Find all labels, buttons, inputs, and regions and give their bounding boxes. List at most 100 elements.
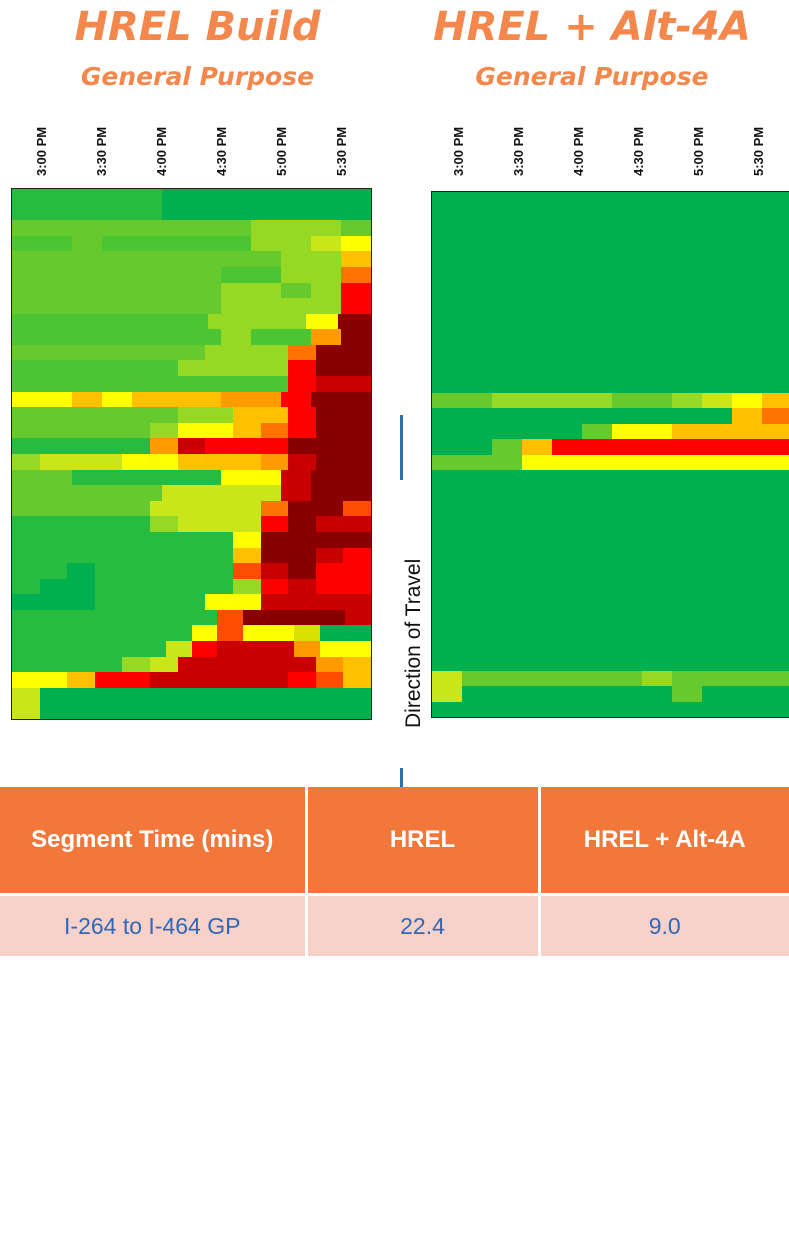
heatmap-cell: [432, 377, 463, 394]
heatmap-cell: [762, 392, 789, 409]
heatmap-cell: [702, 562, 733, 579]
heatmap-cell: [177, 703, 206, 719]
heatmap-cell: [702, 238, 733, 255]
heatmap-cell: [492, 392, 523, 409]
heatmap-cell: [343, 578, 371, 595]
heatmap-cell: [732, 578, 763, 595]
heatmap-cell: [492, 454, 523, 471]
heatmap-cell: [41, 485, 73, 502]
heatmap-cell: [462, 408, 493, 425]
heatmap-cell: [150, 594, 179, 611]
heatmap-cell: [232, 578, 262, 595]
heatmap-cell: [522, 454, 553, 471]
heatmap-cell: [191, 641, 218, 658]
heatmap-cell: [702, 300, 733, 317]
heatmap-hrel-alt4a: [431, 191, 789, 718]
heatmap-cell: [161, 251, 193, 268]
heatmap-cell: [552, 485, 583, 502]
heatmap-cell: [582, 547, 613, 564]
heatmap-cell: [462, 454, 493, 471]
heatmap-cell: [94, 376, 124, 393]
heatmap-cell: [338, 313, 371, 330]
x-tick-label: 5:00 PM: [274, 126, 289, 176]
heatmap-cell: [41, 266, 73, 284]
heatmap-cell: [177, 531, 206, 549]
heatmap-cell: [702, 516, 733, 533]
heatmap-cell: [492, 485, 523, 502]
heatmap-cell: [462, 562, 493, 579]
heatmap-cell: [41, 298, 73, 315]
heatmap-cell: [177, 547, 206, 564]
heatmap-cell: [492, 300, 523, 317]
heatmap-cell: [288, 594, 317, 611]
heatmap-cell: [131, 204, 163, 221]
heatmap-cell: [642, 315, 673, 332]
heatmap-cell: [432, 361, 463, 378]
heatmap-cell: [762, 315, 789, 332]
heatmap-cell: [432, 469, 463, 486]
heatmap-cell: [702, 469, 733, 486]
heatmap-cell: [150, 516, 179, 533]
heatmap-cell: [67, 422, 96, 439]
heatmap-cell: [462, 222, 493, 239]
heatmap-cell: [288, 438, 317, 455]
heatmap-cell: [205, 516, 234, 533]
heatmap-cell: [12, 422, 41, 439]
heatmap-cell: [205, 500, 234, 517]
heatmap-cell: [642, 469, 673, 486]
heatmap-cell: [260, 578, 289, 595]
heatmap-cell: [94, 422, 124, 439]
heatmap-cell: [552, 207, 583, 224]
heatmap-cell: [63, 641, 90, 658]
heatmap-cell: [150, 407, 179, 424]
heatmap-cell: [432, 315, 463, 332]
x-tick-label: 4:30 PM: [214, 126, 229, 176]
heatmap-cell: [191, 204, 223, 221]
heatmap-cell: [67, 656, 96, 673]
table-header-row: Segment Time (mins) HREL HREL + Alt-4A: [0, 787, 789, 895]
heatmap-cell: [762, 207, 789, 224]
heatmap-cell: [232, 344, 262, 362]
heatmap-cell: [251, 485, 282, 502]
heatmap-cell: [343, 563, 371, 580]
heatmap-cell: [67, 563, 96, 580]
heatmap-cell: [67, 672, 96, 689]
heatmap-cell: [288, 376, 317, 393]
heatmap-cell: [221, 204, 252, 221]
heatmap-cell: [315, 422, 344, 439]
heatmap-cell: [221, 469, 252, 486]
heatmap-cell: [260, 672, 289, 689]
heatmap-cell: [522, 315, 553, 332]
heatmap-cell: [150, 422, 179, 439]
heatmap-cell: [177, 454, 206, 471]
heatmap-cell: [702, 701, 733, 717]
heatmap-cell: [732, 469, 763, 486]
heatmap-cell: [177, 360, 206, 377]
heatmap-cell: [221, 235, 252, 252]
heatmap-cell: [462, 593, 493, 610]
heatmap-cell: [67, 516, 96, 533]
heatmap-cell: [732, 269, 763, 286]
heatmap-cell: [732, 284, 763, 301]
heatmap-cell: [642, 253, 673, 270]
heatmap-cell: [273, 313, 307, 330]
heatmap-cell: [39, 438, 68, 455]
heatmap-cell: [122, 344, 151, 362]
heatmap-cell: [232, 656, 262, 673]
heatmap-cell: [12, 344, 41, 362]
heatmap-cell: [150, 547, 179, 564]
heatmap-cell: [642, 207, 673, 224]
heatmap-cell: [462, 284, 493, 301]
heatmap-cell: [161, 204, 193, 221]
heatmap-cell: [612, 655, 643, 672]
heatmap-cell: [762, 284, 789, 301]
heatmap-cell: [232, 407, 262, 424]
heatmap-cell: [281, 282, 312, 299]
heatmap-cell: [311, 469, 342, 486]
heatmap-cell: [161, 282, 193, 299]
heatmap-cell: [67, 594, 96, 611]
x-tick-label: 3:30 PM: [94, 126, 109, 176]
heatmap-cell: [242, 641, 270, 658]
heatmap-cell: [341, 282, 371, 299]
heatmap-cell: [221, 266, 252, 284]
